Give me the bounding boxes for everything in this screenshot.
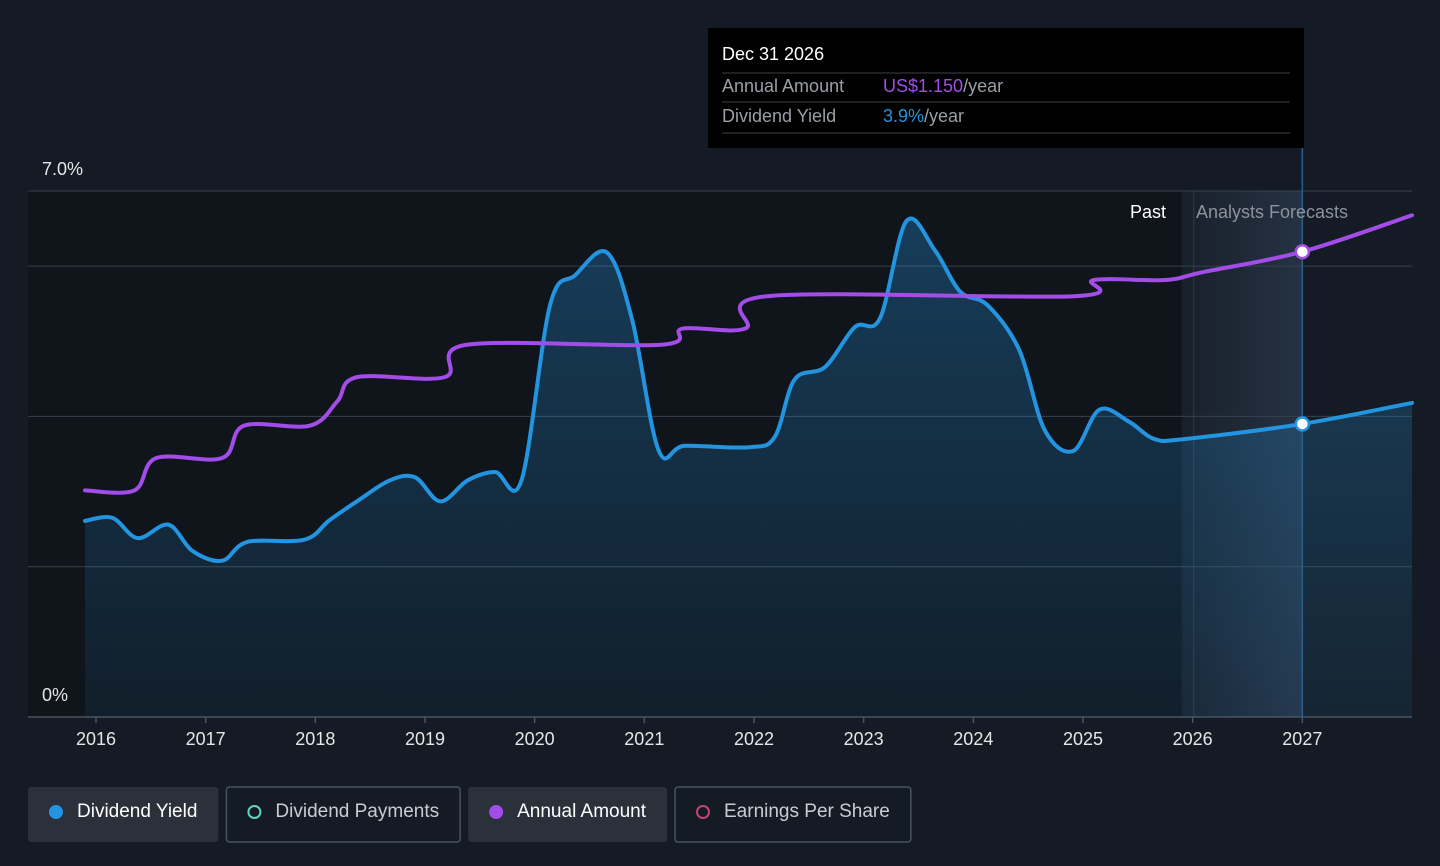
legend-swatch [49, 805, 63, 819]
legend-label: Earnings Per Share [724, 801, 890, 822]
x-tick-label: 2022 [734, 729, 774, 749]
legend-label: Dividend Payments [275, 801, 439, 822]
legend-swatch [247, 805, 262, 819]
tooltip-value-number: US$1.150 [883, 76, 963, 96]
legend-item[interactable]: Earnings Per Share [674, 786, 912, 843]
tooltip-value: US$1.150/year [883, 76, 1003, 96]
x-tick-label: 2023 [844, 729, 884, 749]
tooltip-value: 3.9%/year [883, 106, 964, 126]
legend-item[interactable]: Annual Amount [468, 787, 667, 842]
legend-swatch [696, 805, 710, 819]
x-tick-label: 2027 [1282, 729, 1322, 749]
forecast-label: Analysts Forecasts [1196, 202, 1348, 222]
legend-item[interactable]: Dividend Payments [225, 786, 461, 843]
x-tick-label: 2025 [1063, 729, 1103, 749]
hover-marker [1294, 416, 1311, 432]
x-tick-label: 2018 [295, 729, 335, 749]
tooltip-title: Dec 31 2026 [722, 44, 824, 64]
x-tick-label: 2016 [76, 729, 116, 749]
tooltip-value-number: 3.9% [883, 106, 924, 126]
past-label: Past [1130, 202, 1166, 222]
tooltip: Dec 31 2026 Annual Amount US$1.150/year Di… [708, 28, 1304, 148]
tooltip-unit: /year [924, 106, 964, 126]
legend-swatch [489, 805, 504, 819]
legend-label: Dividend Yield [77, 801, 197, 822]
hover-marker [1294, 243, 1311, 260]
legend-button[interactable] [28, 787, 219, 842]
line [83, 216, 1414, 563]
x-tick-label: 2020 [515, 729, 555, 749]
x-tick-label: 2024 [953, 729, 993, 749]
legend-item[interactable]: Dividend Yield [28, 787, 219, 842]
y-tick-label: 7.0% [42, 159, 83, 179]
x-tick-label: 2017 [186, 729, 226, 749]
x-tick-label: 2019 [405, 729, 445, 749]
legend-button[interactable] [468, 787, 667, 842]
legend-label: Annual Amount [517, 801, 647, 822]
legend-button[interactable] [674, 786, 912, 843]
x-tick-label: 2021 [624, 729, 664, 749]
legend-button[interactable] [225, 786, 461, 843]
tooltip-label: Dividend Yield [722, 106, 836, 126]
area [85, 218, 1412, 717]
tooltip-unit: /year [963, 76, 1003, 96]
x-tick-label: 2026 [1173, 729, 1213, 749]
line [83, 213, 1414, 495]
tooltip-label: Annual Amount [722, 76, 844, 96]
y-tick-label: 0% [42, 685, 68, 705]
tooltip-box [708, 28, 1304, 148]
